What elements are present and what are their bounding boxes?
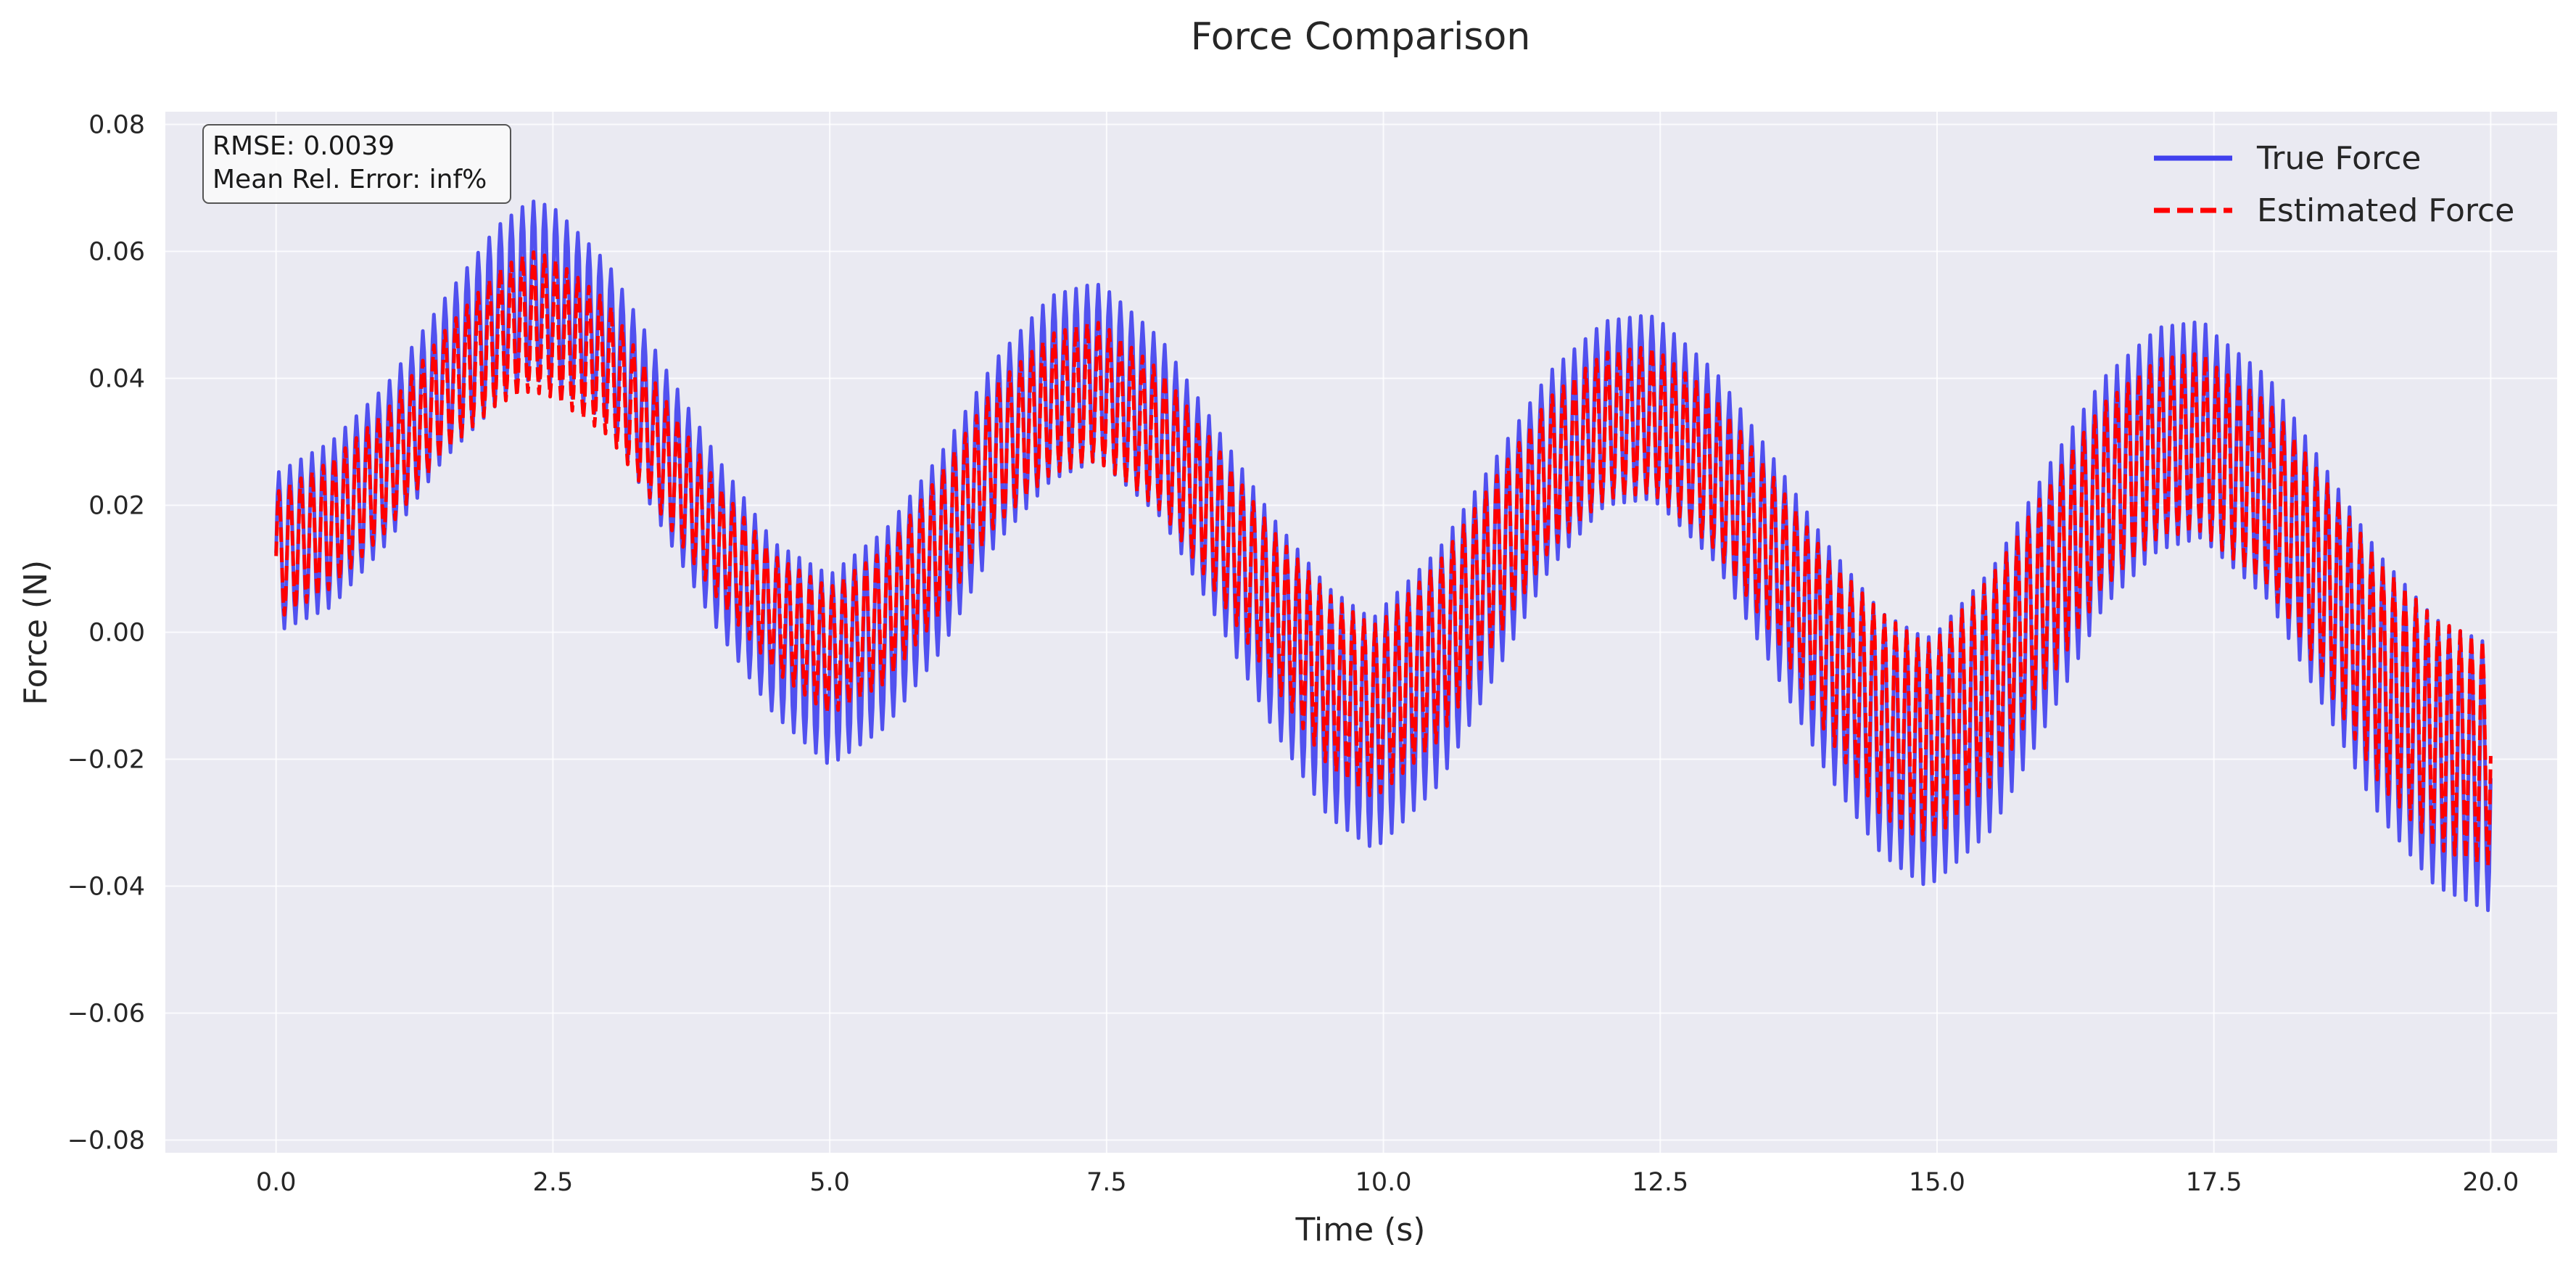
rmse-text: RMSE: 0.0039 bbox=[212, 131, 395, 161]
y-tick-label: 0.02 bbox=[88, 492, 145, 521]
x-tick-label: 20.0 bbox=[2462, 1168, 2519, 1197]
x-tick-label: 10.0 bbox=[1355, 1168, 1412, 1197]
stats-box bbox=[202, 124, 511, 204]
series-estimated-force-line bbox=[274, 250, 2493, 868]
mean-rel-error-text: Mean Rel. Error: inf% bbox=[212, 165, 487, 194]
y-tick-label: 0.00 bbox=[88, 619, 145, 648]
x-tick-labels: 0.0 2.5 5.0 7.5 10.0 12.5 15.0 17.5 20.0 bbox=[256, 1168, 2519, 1197]
stats-annotation: RMSE: 0.0039 Mean Rel. Error: inf% bbox=[202, 124, 511, 204]
y-tick-label: −0.06 bbox=[67, 1000, 145, 1029]
y-tick-labels: −0.08 −0.06 −0.04 −0.02 0.00 0.02 0.04 0.06 0.08 bbox=[67, 111, 145, 1156]
x-tick-label: 0.0 bbox=[256, 1168, 297, 1197]
x-tick-label: 5.0 bbox=[809, 1168, 850, 1197]
x-tick-label: 2.5 bbox=[533, 1168, 574, 1197]
x-tick-label: 17.5 bbox=[2186, 1168, 2242, 1197]
y-tick-label: 0.06 bbox=[88, 238, 145, 267]
y-tick-label: −0.02 bbox=[67, 746, 145, 775]
x-tick-label: 7.5 bbox=[1086, 1168, 1127, 1197]
legend-label-estimated-force: Estimated Force bbox=[2257, 192, 2514, 229]
y-axis-label: Force (N) bbox=[17, 560, 54, 705]
chart-title: Force Comparison bbox=[1191, 15, 1531, 59]
y-tick-label: 0.08 bbox=[88, 111, 145, 140]
y-tick-label: −0.08 bbox=[67, 1127, 145, 1156]
legend: True Force Estimated Force bbox=[2154, 140, 2514, 229]
x-tick-label: 15.0 bbox=[1909, 1168, 1965, 1197]
y-tick-label: 0.04 bbox=[88, 365, 145, 394]
series-layer bbox=[274, 200, 2493, 913]
legend-label-true-force: True Force bbox=[2256, 140, 2422, 177]
x-tick-label: 12.5 bbox=[1632, 1168, 1688, 1197]
y-tick-label: −0.04 bbox=[67, 873, 145, 902]
x-axis-label: Time (s) bbox=[1295, 1212, 1426, 1249]
